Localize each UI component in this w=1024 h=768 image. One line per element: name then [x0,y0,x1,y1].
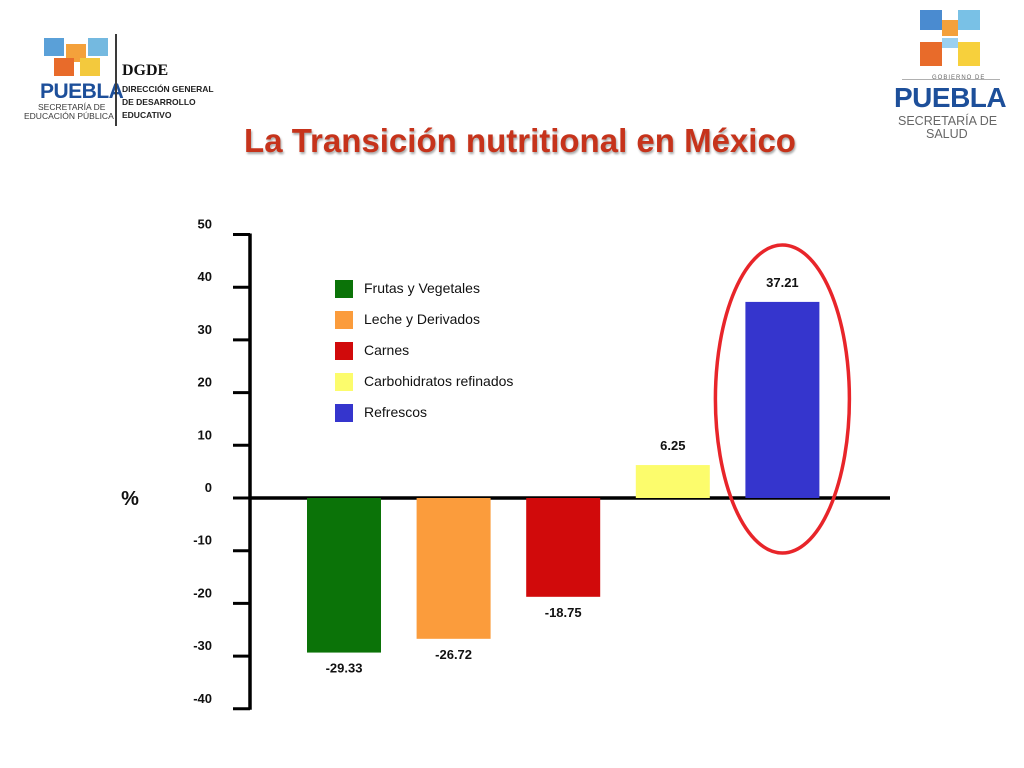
puebla-salud-logo-mark [920,10,980,66]
logo-right-gob: GOBIERNO DE [932,75,986,81]
y-axis-label: % [121,488,139,510]
logo-right-line2: SALUD [926,127,968,141]
bar-2 [526,498,601,597]
bar-value-label: -26.72 [435,647,472,662]
legend-label: Carnes [364,342,409,358]
legend-swatch [335,280,353,298]
logo-dgde-desc-2: DE DESARROLLO [122,97,196,107]
y-tick-label: 50 [198,217,212,232]
logo-divider [115,34,117,126]
logo-right-brand: PUEBLA [894,82,1007,113]
logo-left-sep-puebla: PUEBLA SECRETARÍA DE EDUCACIÓN PÚBLICA D… [18,32,218,132]
bar-0 [307,498,381,653]
puebla-logo-mark [44,38,108,76]
y-tick-label: 30 [198,322,212,337]
y-tick-label: -30 [193,638,212,653]
bar-value-label: 37.21 [766,275,799,290]
logo-dgde-desc-1: DIRECCIÓN GENERAL [122,84,214,94]
legend-label: Refrescos [364,404,427,420]
bar-3 [635,465,710,498]
y-tick-label: -40 [193,691,212,706]
y-tick-label: 40 [198,269,212,284]
y-tick-label: 10 [198,427,212,442]
logo-left-line1: SECRETARÍA DE [38,102,106,112]
logo-right-secretaria-salud: GOBIERNO DE PUEBLA SECRETARÍA DE SALUD [890,8,1012,148]
page-title: La Transición nutritional en México [244,122,796,159]
legend-label: Frutas y Vegetales [364,280,480,296]
logo-right-rule [902,79,1000,80]
y-tick-label: -20 [193,585,212,600]
bar-value-label: 6.25 [660,438,685,453]
legend-label: Leche y Derivados [364,311,480,327]
logo-left-line2: EDUCACIÓN PÚBLICA [24,111,114,121]
y-tick-label: 0 [205,480,212,495]
y-tick-label: -10 [193,533,212,548]
y-tick-label: 20 [198,375,212,390]
logo-dgde-desc-3: EDUCATIVO [122,110,172,120]
bar-value-label: -18.75 [545,605,582,620]
bar-1 [416,498,491,639]
logo-dgde-acronym: DGDE [122,62,169,79]
legend-swatch [335,311,353,329]
legend-swatch [335,373,353,391]
legend-swatch [335,342,353,360]
logo-right-line1: SECRETARÍA DE [898,114,998,128]
legend-swatch [335,404,353,422]
bar-value-label: -29.33 [326,661,363,676]
highlight-ellipse [713,243,852,555]
bar-4 [745,301,820,498]
logo-left-brand: PUEBLA [40,80,124,103]
legend-label: Carbohidratos refinados [364,373,513,389]
